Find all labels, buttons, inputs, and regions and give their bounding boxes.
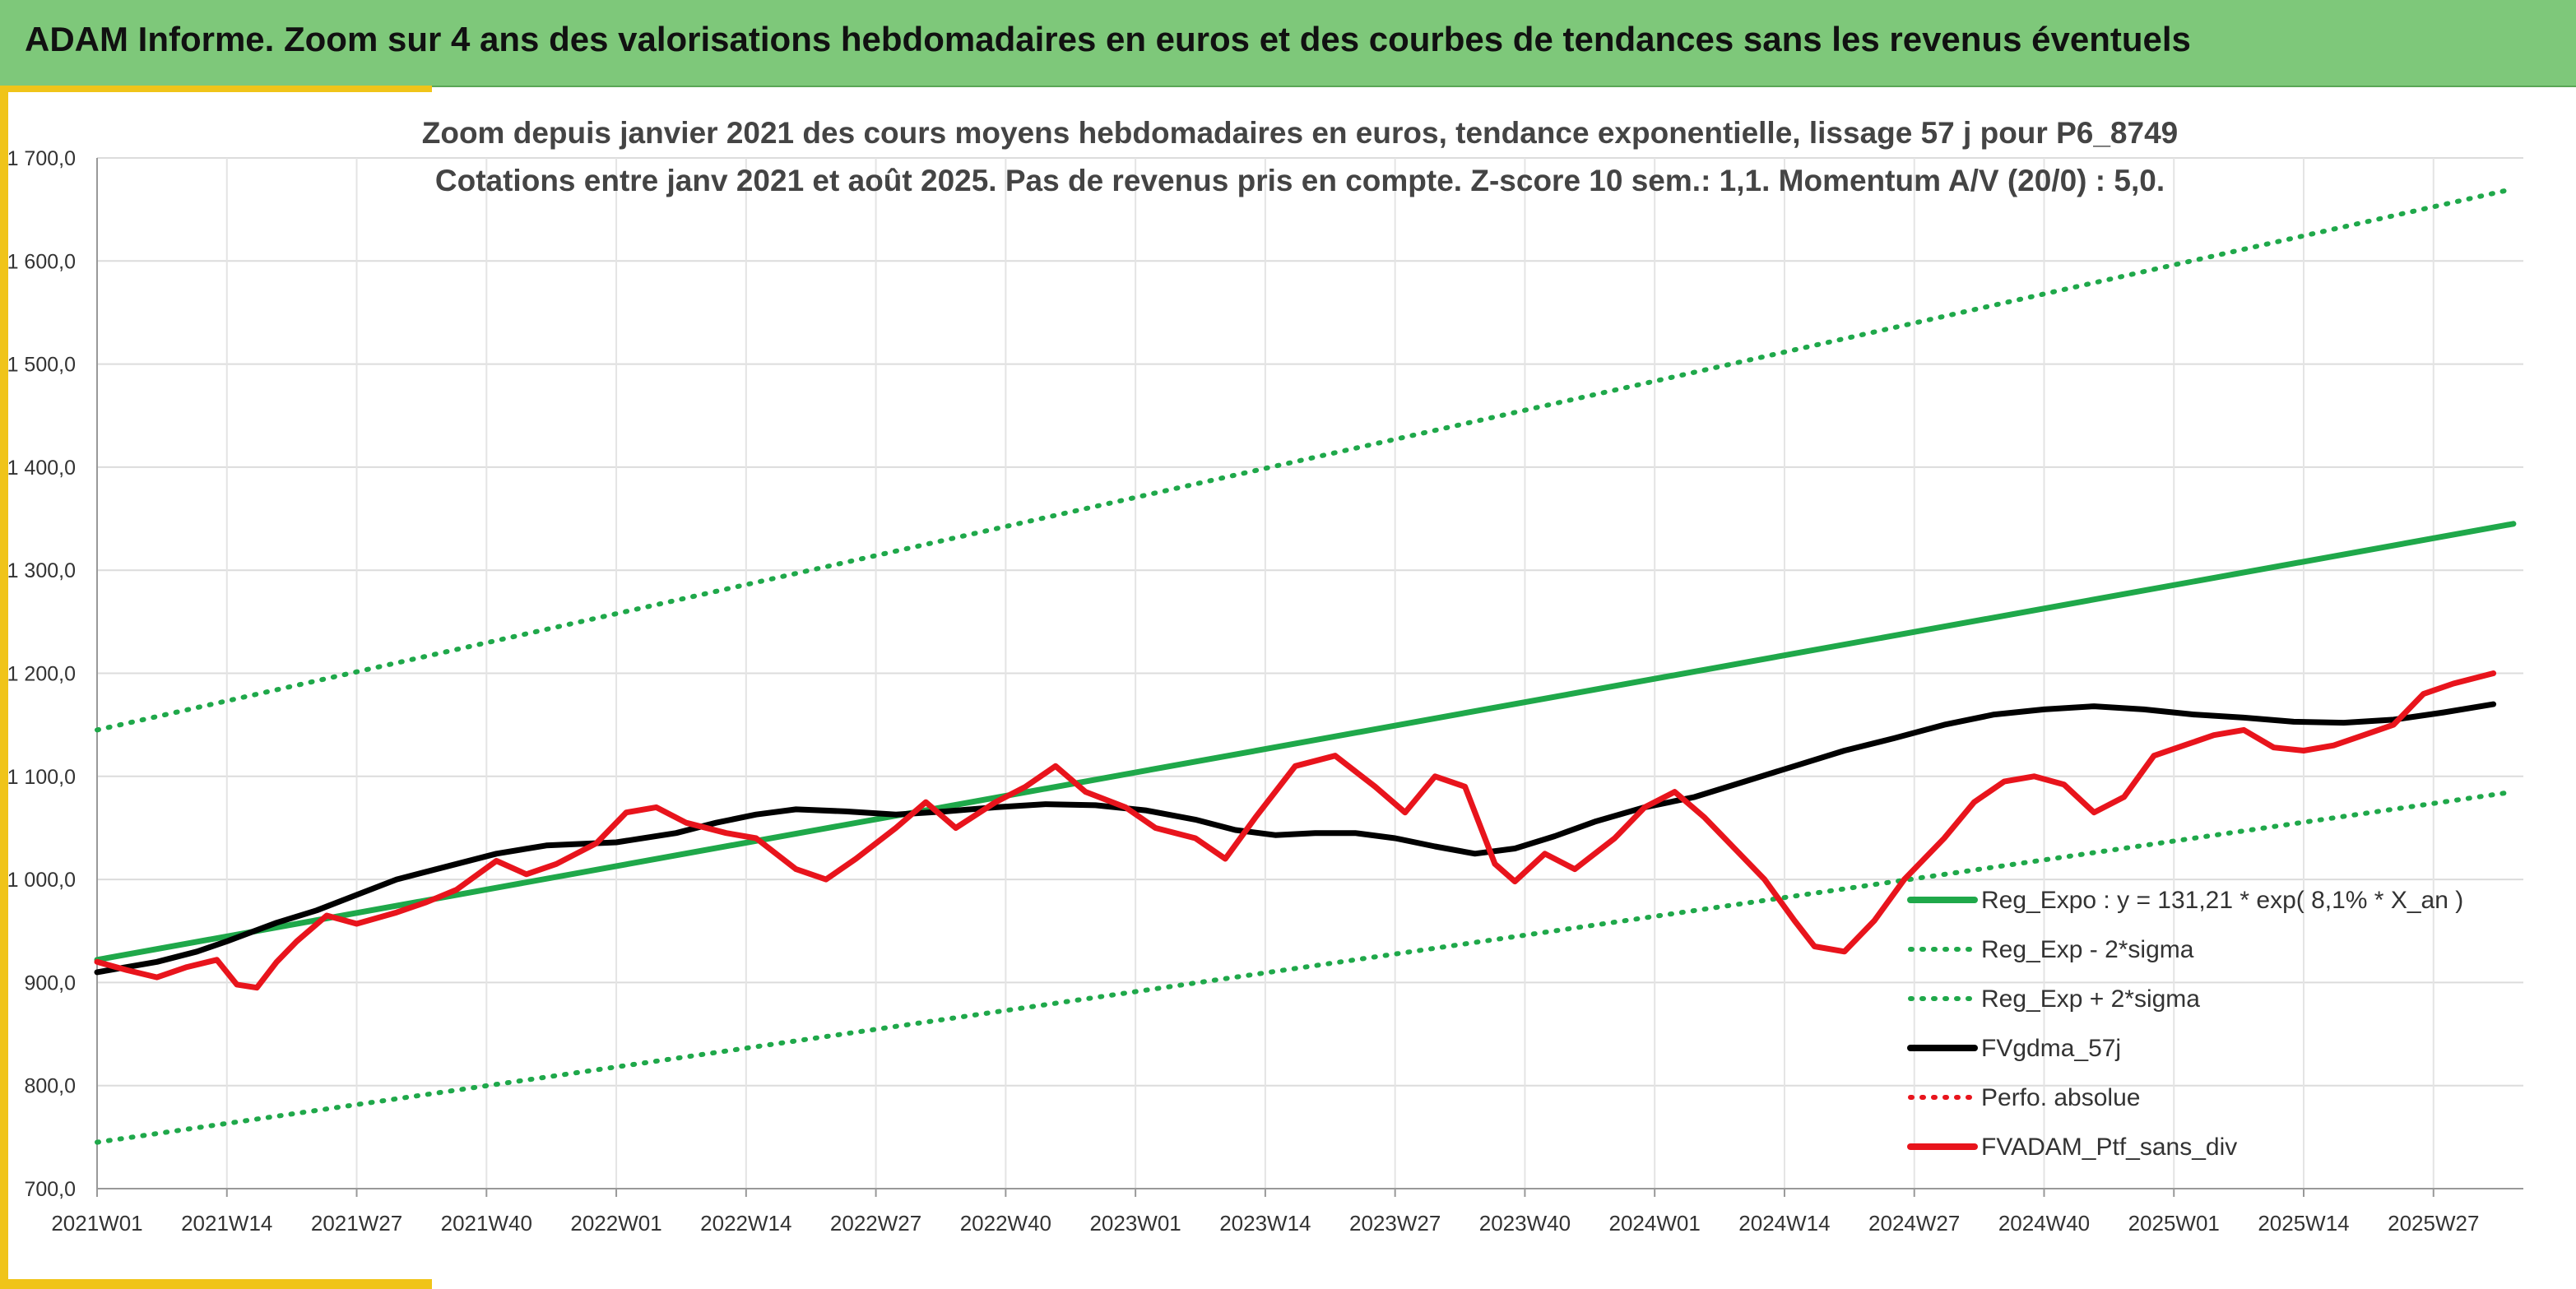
series-line-3	[94, 701, 2497, 976]
x-tick-label: 2023W01	[1089, 1211, 1181, 1236]
y-tick-label: 1 600,0	[7, 250, 76, 273]
y-tick-label: 800,0	[24, 1075, 76, 1098]
x-tick-label: 2021W01	[51, 1211, 142, 1236]
chart-subtitle-line-1: Zoom depuis janvier 2021 des cours moyen…	[422, 116, 2178, 150]
x-tick-label: 2023W14	[1219, 1211, 1311, 1236]
y-tick-label: 1 200,0	[7, 663, 76, 686]
y-tick-label: 1 300,0	[7, 559, 76, 582]
x-tick-label: 2021W40	[441, 1211, 532, 1236]
series-line-1	[95, 789, 2516, 1145]
accent-bar-left	[0, 86, 8, 1289]
y-tick-label: 1 100,0	[7, 766, 76, 789]
x-tick-label: 2024W40	[1998, 1211, 2090, 1236]
header-bar: ADAM Informe. Zoom sur 4 ans des valoris…	[0, 0, 2576, 87]
x-tick-label: 2025W01	[2128, 1211, 2220, 1236]
header-title: ADAM Informe. Zoom sur 4 ans des valoris…	[25, 20, 2191, 58]
y-tick-label: 900,0	[24, 971, 76, 995]
x-tick-label: 2024W01	[1609, 1211, 1701, 1236]
accent-bar-bottom	[0, 1279, 432, 1289]
x-tick-label: 2023W40	[1479, 1211, 1571, 1236]
x-tick-label: 2021W27	[311, 1211, 402, 1236]
x-tick-label: 2022W01	[570, 1211, 661, 1236]
y-tick-label: 1 700,0	[7, 147, 76, 170]
y-tick-label: 1 000,0	[7, 869, 76, 892]
accent-bar-top	[0, 86, 432, 92]
legend-label-0: Reg_Expo : y = 131,21 * exp( 8,1% * X_an…	[1981, 887, 2463, 914]
x-tick-label: 2022W40	[960, 1211, 1051, 1236]
x-tick-label: 2025W27	[2388, 1211, 2479, 1236]
legend-label-1: Reg_Exp - 2*sigma	[1981, 936, 2194, 963]
x-tick-label: 2023W27	[1349, 1211, 1441, 1236]
y-tick-label: 700,0	[24, 1178, 76, 1201]
y-tick-label: 1 500,0	[7, 354, 76, 377]
series-line-4	[94, 670, 2497, 991]
legend-label-4: Perfo. absolue	[1981, 1084, 2140, 1111]
x-tick-label: 2025W14	[2258, 1211, 2349, 1236]
chart-grid	[96, 157, 2523, 1189]
series-layer	[94, 186, 2517, 1145]
chart-subtitle-line-2: Cotations entre janv 2021 et août 2025. …	[435, 164, 2165, 197]
series-line-0	[94, 521, 2517, 963]
x-tick-label: 2022W14	[700, 1211, 791, 1236]
legend-label-2: Reg_Exp + 2*sigma	[1981, 985, 2200, 1013]
legend-label-3: FVgdma_57j	[1981, 1035, 2121, 1062]
x-tick-label: 2024W14	[1738, 1211, 1830, 1236]
x-tick-label: 2024W27	[1868, 1211, 1960, 1236]
legend-label-5: FVADAM_Ptf_sans_div	[1981, 1134, 2237, 1161]
chart-axes: 700,0 800,0 900,0 1 000,0 1 100,0 1 200,0 1 30…	[7, 147, 2523, 1236]
y-tick-label: 1 400,0	[7, 457, 76, 480]
series-line-2	[95, 186, 2516, 733]
chart-legend: Reg_Expo : y = 131,21 * exp( 8,1% * X_an…	[1907, 887, 2463, 1161]
x-tick-label: 2022W27	[830, 1211, 921, 1236]
x-tick-label: 2021W14	[181, 1211, 272, 1236]
